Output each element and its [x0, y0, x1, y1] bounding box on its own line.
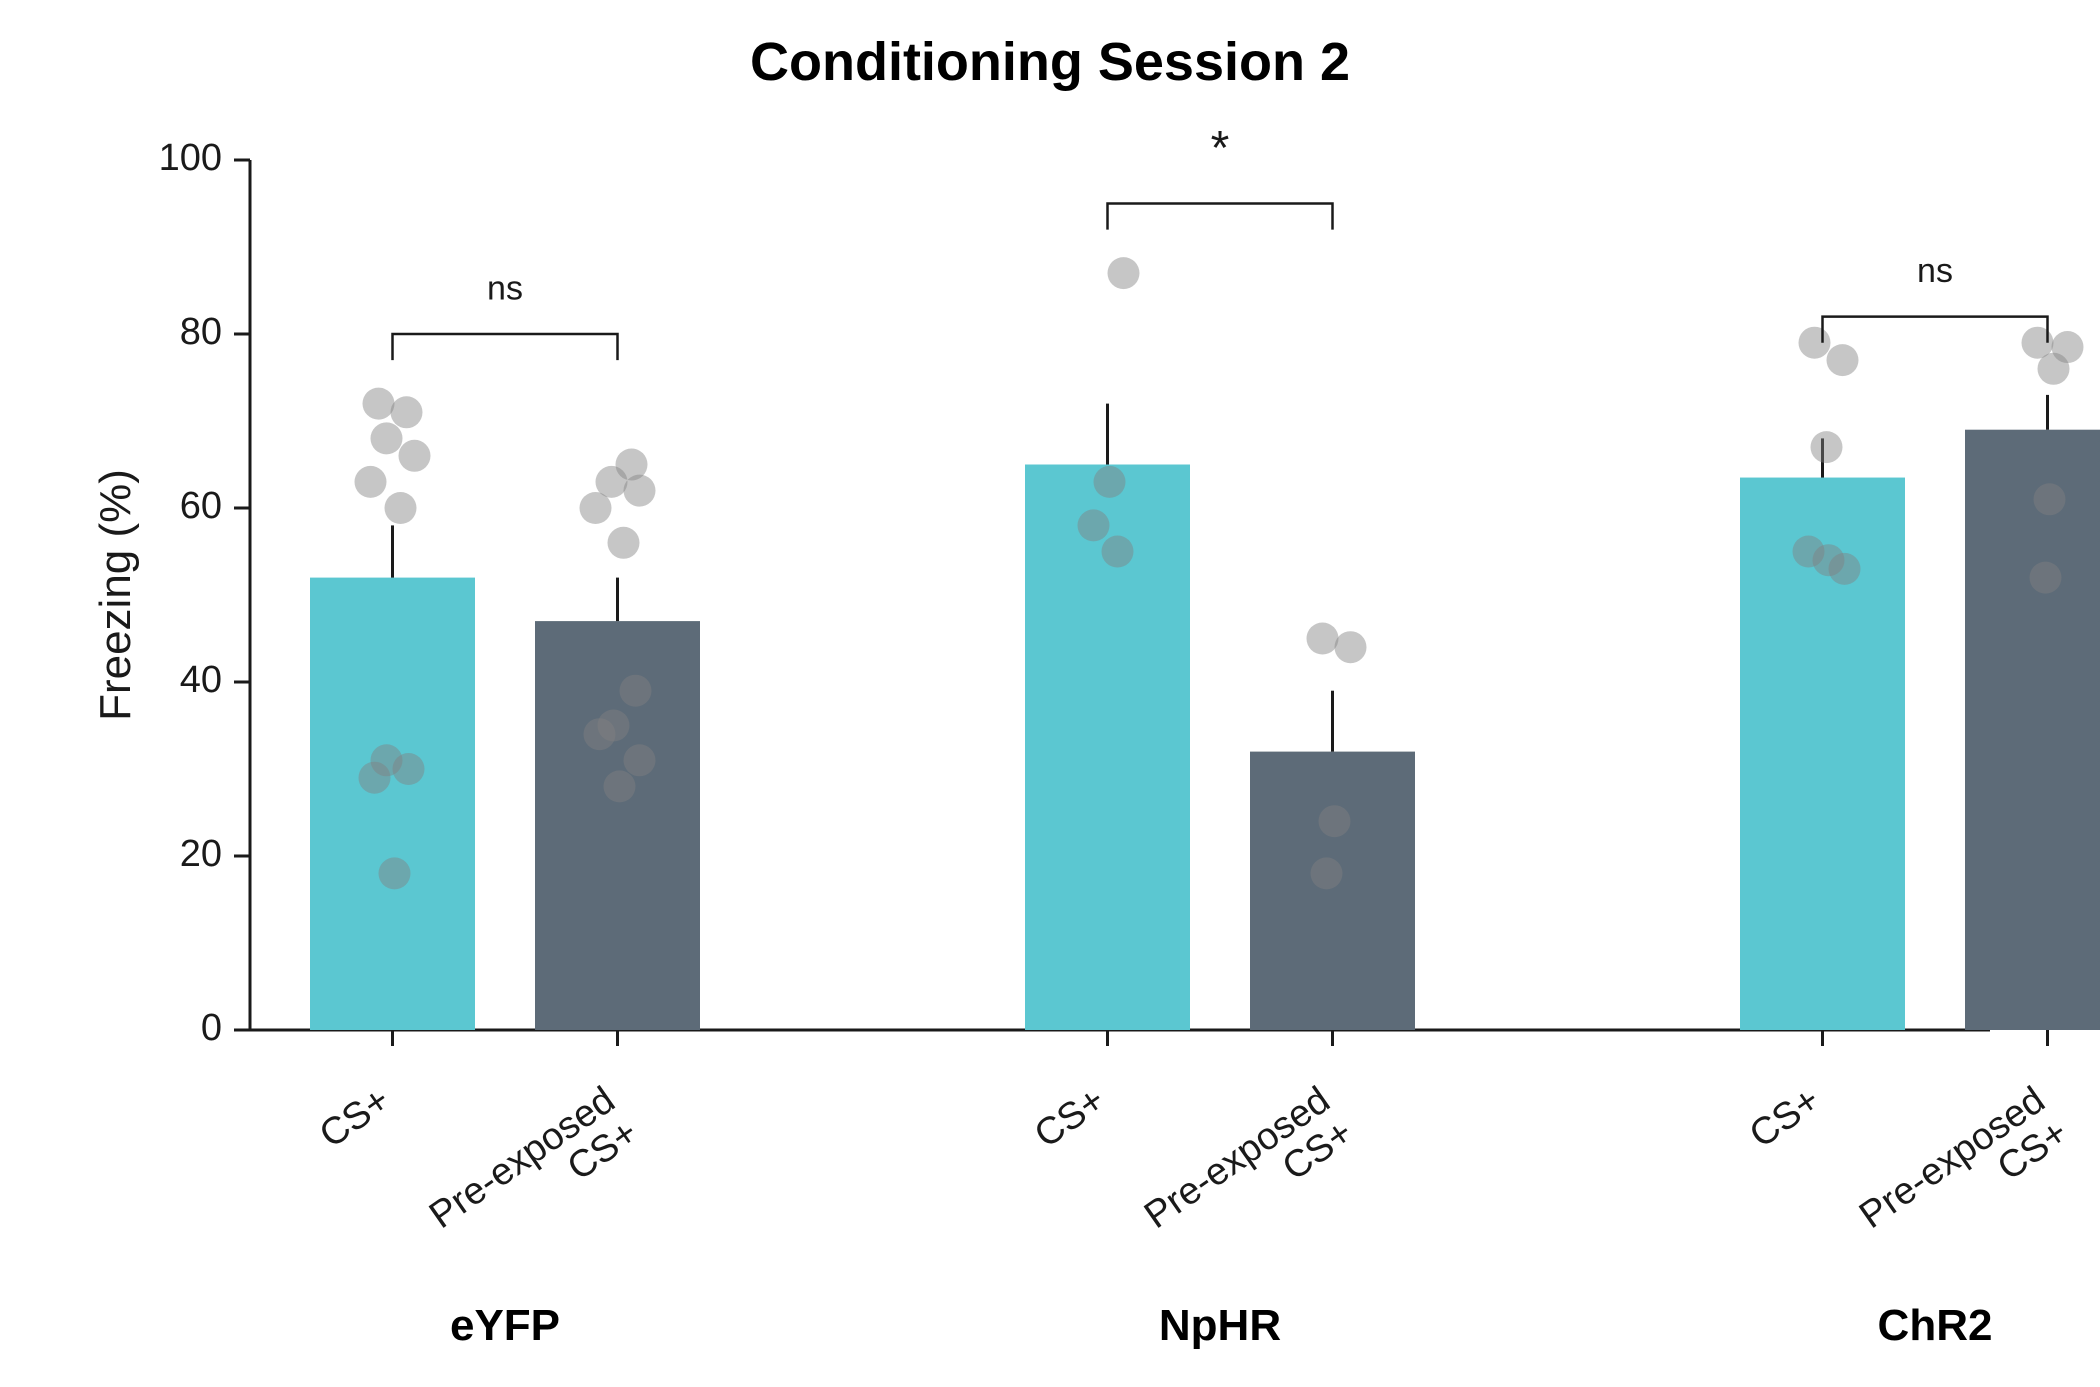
scatter-point	[1311, 857, 1343, 889]
y-axis-label: Freezing (%)	[91, 469, 140, 721]
y-tick-label: 80	[180, 311, 222, 353]
scatter-point	[584, 718, 616, 750]
bar-ChR2-1	[1965, 430, 2100, 1030]
bar-eYFP-1	[535, 621, 700, 1030]
chart-title: Conditioning Session 2	[750, 32, 1350, 92]
scatter-point	[580, 492, 612, 524]
scatter-point	[379, 857, 411, 889]
scatter-point	[1094, 466, 1126, 498]
y-tick-label: 100	[159, 137, 222, 179]
y-tick-label: 60	[180, 485, 222, 527]
scatter-point	[1108, 257, 1140, 289]
scatter-point	[399, 440, 431, 472]
chart-svg: Conditioning Session 2 0 20 40 60 80 100 Freezi…	[0, 0, 2100, 1387]
scatter-point	[1811, 431, 1843, 463]
y-tick-label: 40	[180, 659, 222, 701]
scatter-point	[1827, 344, 1859, 376]
group-label-eYFP: eYFP	[450, 1301, 560, 1350]
scatter-point	[2034, 483, 2066, 515]
scatter-point	[1799, 327, 1831, 359]
group-label-ChR2: ChR2	[1878, 1301, 1993, 1350]
scatter-point	[1829, 553, 1861, 585]
scatter-point	[371, 422, 403, 454]
sig-label-ChR2: ns	[1917, 252, 1953, 290]
y-tick-label: 0	[201, 1007, 222, 1049]
scatter-point	[604, 770, 636, 802]
scatter-point	[355, 466, 387, 498]
y-tick-label: 20	[180, 833, 222, 875]
scatter-point	[1319, 805, 1351, 837]
bar-NpHR-1	[1250, 752, 1415, 1030]
sig-label-eYFP: ns	[487, 269, 523, 307]
scatter-point	[391, 396, 423, 428]
scatter-point	[363, 388, 395, 420]
scatter-point	[2030, 562, 2062, 594]
scatter-point	[608, 527, 640, 559]
scatter-point	[1307, 623, 1339, 655]
scatter-point	[393, 753, 425, 785]
bar-eYFP-0	[310, 578, 475, 1030]
scatter-point	[624, 744, 656, 776]
chart-container: Conditioning Session 2 0 20 40 60 80 100 Freezi…	[0, 0, 2100, 1387]
scatter-point	[1078, 509, 1110, 541]
scatter-point	[2038, 353, 2070, 385]
group-label-NpHR: NpHR	[1159, 1301, 1281, 1350]
sig-label-NpHR: *	[1211, 122, 1230, 175]
scatter-point	[620, 675, 652, 707]
scatter-point	[1335, 631, 1367, 663]
scatter-point	[624, 475, 656, 507]
scatter-point	[385, 492, 417, 524]
scatter-point	[359, 762, 391, 794]
scatter-point	[1102, 536, 1134, 568]
